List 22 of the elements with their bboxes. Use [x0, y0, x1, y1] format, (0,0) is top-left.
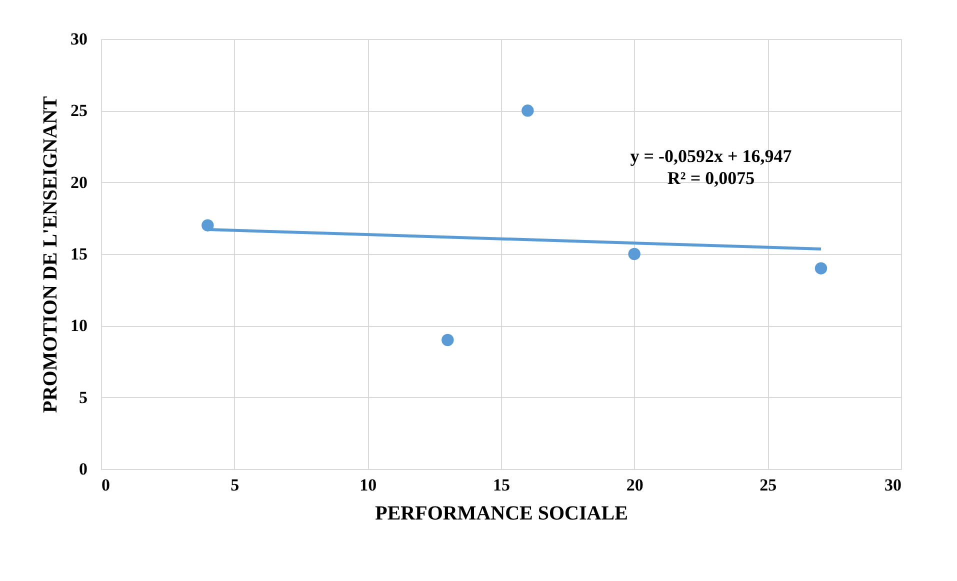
x-axis-title: PERFORMANCE SOCIALE: [375, 502, 628, 524]
x-tick-label: 10: [360, 476, 377, 494]
point: [814, 262, 828, 274]
point: [628, 248, 640, 260]
y-tick-label: 0: [79, 460, 88, 478]
point: [442, 334, 454, 346]
annotation: R² = 0,0075: [667, 168, 755, 188]
y-axis-title: PROMOTION DE L'ENSEIGNANT: [40, 95, 62, 413]
annotation: y = -0,0592x + 16,947: [630, 146, 792, 166]
y-tick-label: 10: [70, 316, 88, 336]
x-tick-label: 0: [102, 476, 110, 494]
point: [522, 104, 534, 117]
y-tick-label: 15: [70, 244, 88, 264]
y-tick-label: 30: [70, 30, 88, 48]
x-tick-label: 20: [626, 476, 644, 494]
x-tick-label: 30: [884, 476, 902, 494]
x-tick-label: 15: [493, 476, 510, 494]
y-tick-label: 20: [70, 172, 88, 192]
y-tick-label: 25: [70, 101, 88, 120]
x-tick-label: 5: [230, 476, 240, 494]
y-tick-label: 5: [79, 388, 88, 407]
x-tick-label: 25: [760, 476, 777, 494]
